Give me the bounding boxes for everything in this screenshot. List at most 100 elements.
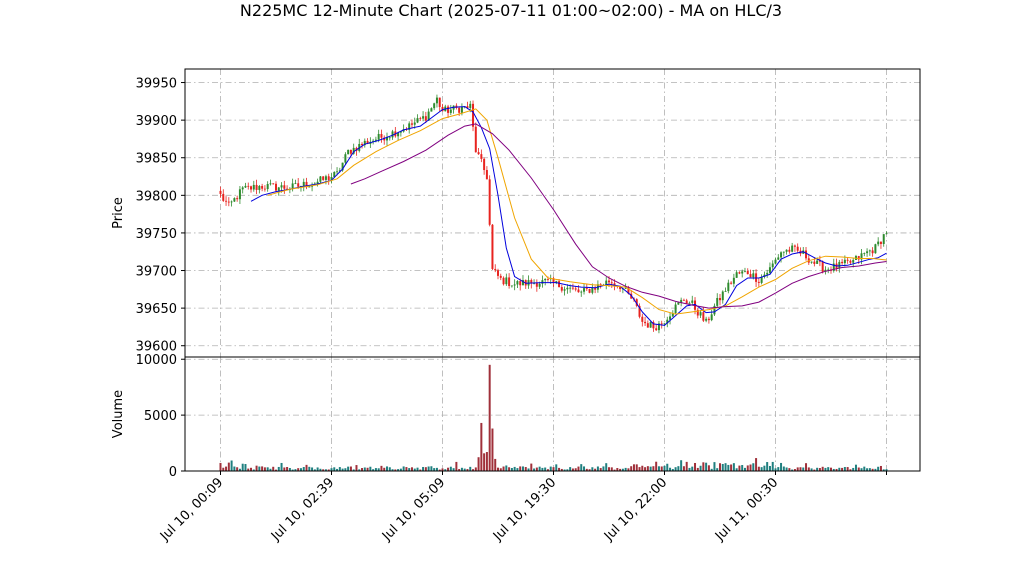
x-tick-label: Jul 10, 19:30 [490, 475, 559, 544]
candle-body [771, 263, 774, 268]
candle-body [227, 201, 230, 203]
candle-body [585, 288, 588, 290]
candle-body [644, 321, 647, 324]
volume-bar [682, 466, 685, 471]
volume-bar [674, 467, 677, 471]
volume-bar [849, 469, 852, 471]
volume-bar [399, 468, 402, 471]
candle-body [743, 270, 746, 272]
volume-bar [852, 467, 855, 471]
price-tick-label: 39750 [136, 227, 177, 242]
candle-body [519, 281, 522, 286]
candle-body [386, 137, 388, 141]
volume-bar [863, 466, 866, 471]
candle-body [247, 185, 250, 187]
candle-body [363, 140, 366, 146]
candle-body [280, 185, 283, 188]
candle-body [305, 181, 308, 188]
volume-bar [477, 457, 480, 471]
candle-body [494, 268, 497, 271]
candle-body [430, 108, 433, 112]
candle-body [458, 107, 461, 113]
candle-body [252, 184, 255, 190]
volume-bar [591, 467, 594, 471]
volume-bar [219, 462, 222, 471]
x-tick-label: Jul 10, 22:00 [601, 475, 670, 544]
volume-bar [333, 467, 336, 471]
candle-body [760, 276, 763, 283]
volume-bar [605, 463, 608, 471]
volume-bar [488, 364, 491, 471]
volume-bar [447, 467, 450, 471]
volume-bar [402, 466, 405, 471]
candle-body [266, 184, 269, 190]
candle-body [868, 250, 871, 252]
price-plot-frame [185, 69, 920, 357]
candle-body [768, 267, 771, 273]
candle-body [577, 289, 580, 293]
volume-bar [549, 466, 552, 471]
candle-body [682, 299, 685, 301]
volume-bar [519, 466, 522, 471]
volume-bar [258, 466, 261, 471]
volume-bar [802, 467, 805, 471]
volume-bar [236, 467, 239, 471]
volume-bar [380, 465, 383, 471]
volume-bar [785, 467, 788, 471]
candle-body [435, 97, 438, 104]
volume-bar [619, 468, 622, 471]
volume-plot-border [184, 356, 921, 472]
volume-bar [799, 467, 802, 471]
candle-body [727, 282, 730, 292]
candle-body [594, 287, 597, 290]
candle-body [319, 176, 322, 182]
volume-tick-label: 5000 [144, 409, 177, 424]
candle-body [713, 305, 716, 315]
volume-bar [513, 466, 516, 471]
candle-body [710, 314, 713, 321]
candle-body [652, 322, 655, 329]
volume-bar [782, 466, 785, 471]
volume-bar [569, 467, 572, 471]
price-tick-label: 39800 [136, 189, 177, 204]
volume-bar [677, 466, 680, 471]
volume-bar [269, 468, 272, 471]
volume-bar [466, 469, 469, 471]
candle-body [338, 170, 341, 172]
volume-bar [663, 465, 666, 471]
candle-body [735, 272, 738, 278]
candle-body [286, 188, 289, 190]
volume-bar [632, 464, 635, 471]
volume-bar [719, 463, 721, 471]
candle-body [796, 246, 799, 251]
volume-bar [738, 465, 741, 471]
volume-bar [766, 462, 769, 471]
volume-bar [588, 469, 591, 471]
candle-body [505, 277, 508, 285]
candle-body [469, 103, 472, 108]
volume-bar [699, 465, 702, 471]
volume-bar [644, 467, 647, 471]
volume-bar [352, 469, 355, 471]
candle-body [816, 260, 819, 264]
volume-bar [535, 467, 538, 471]
candle-body [741, 271, 744, 274]
volume-bar [494, 458, 497, 471]
volume-bar [788, 468, 791, 471]
candle-body [466, 106, 469, 108]
x-tick-label: Jul 10, 05:09 [379, 475, 448, 544]
candle-body [241, 187, 244, 190]
candle-body [738, 272, 741, 274]
candle-body [324, 176, 327, 180]
candle-body [685, 300, 688, 304]
volume-bar [294, 469, 297, 471]
volume-bar [777, 467, 780, 471]
candle-body [832, 263, 835, 271]
ma-line-fast [250, 106, 887, 326]
candle-body [508, 277, 511, 286]
candle-body [877, 241, 880, 245]
candle-body [671, 313, 674, 317]
price-panel: 39600 39650 39700 39750 39800 39850 39900 39950… [111, 68, 921, 358]
volume-bar [374, 468, 377, 471]
